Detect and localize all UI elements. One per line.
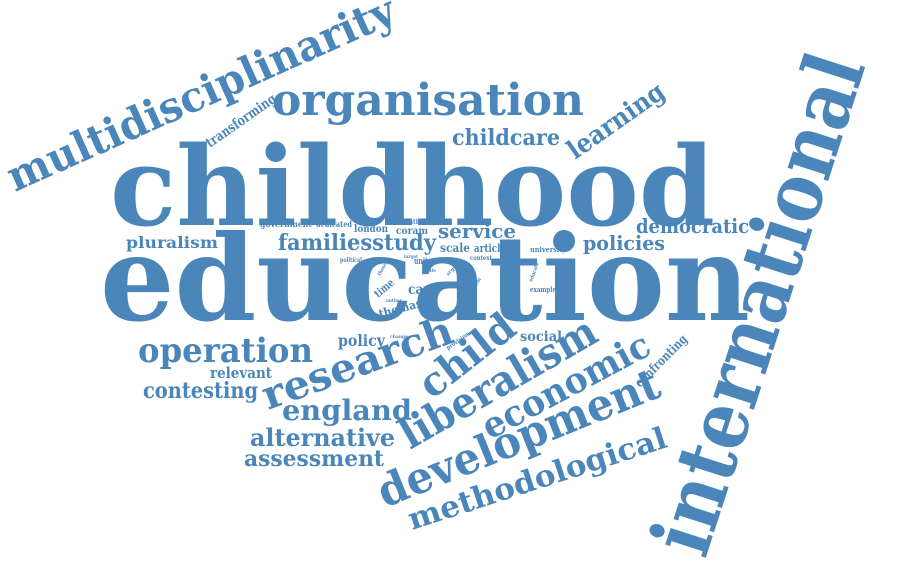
word-operation: operation <box>138 331 313 371</box>
word-change: change <box>390 334 408 340</box>
word-childcare: childcare <box>452 125 560 151</box>
word-example: example <box>530 285 556 294</box>
word-system: system <box>430 219 451 226</box>
word-england: england <box>282 394 412 427</box>
word-target: target <box>404 254 419 260</box>
word-attention: attention <box>396 217 426 226</box>
word-relevant: relevant <box>210 364 272 382</box>
word-care: care <box>408 282 438 298</box>
word-context: context <box>470 255 492 262</box>
word-social: social <box>520 329 562 345</box>
word-democratic: democratic <box>636 214 749 238</box>
word-author: author <box>386 298 402 304</box>
word-contesting: contesting <box>143 378 258 404</box>
word-young: young <box>441 258 458 264</box>
word-life: life <box>428 268 436 274</box>
word-alternative: alternative <box>250 423 395 452</box>
word-london: london <box>354 224 389 235</box>
word-education: education <box>100 209 750 348</box>
word-familiesstudy: familiesstudy <box>278 230 437 256</box>
word-university: university <box>530 245 567 254</box>
word-coram: coram <box>396 226 428 237</box>
word-government: government <box>260 219 312 229</box>
word-policy: policy <box>338 331 386 350</box>
word-dedicated: dedicated <box>316 219 352 229</box>
word-article: article <box>474 242 506 255</box>
word-service: service <box>438 219 516 243</box>
word-pluralism: pluralism <box>126 233 218 252</box>
word-assessment: assessment <box>244 446 385 472</box>
word-policies: policies <box>583 231 665 255</box>
word-scale: scale <box>440 241 470 255</box>
word-unit: unit <box>414 257 429 267</box>
word-organisation: organisation <box>272 75 584 126</box>
word-political: political <box>340 257 363 264</box>
word-childhood: childhood <box>110 122 715 251</box>
word-score: score <box>442 282 458 288</box>
